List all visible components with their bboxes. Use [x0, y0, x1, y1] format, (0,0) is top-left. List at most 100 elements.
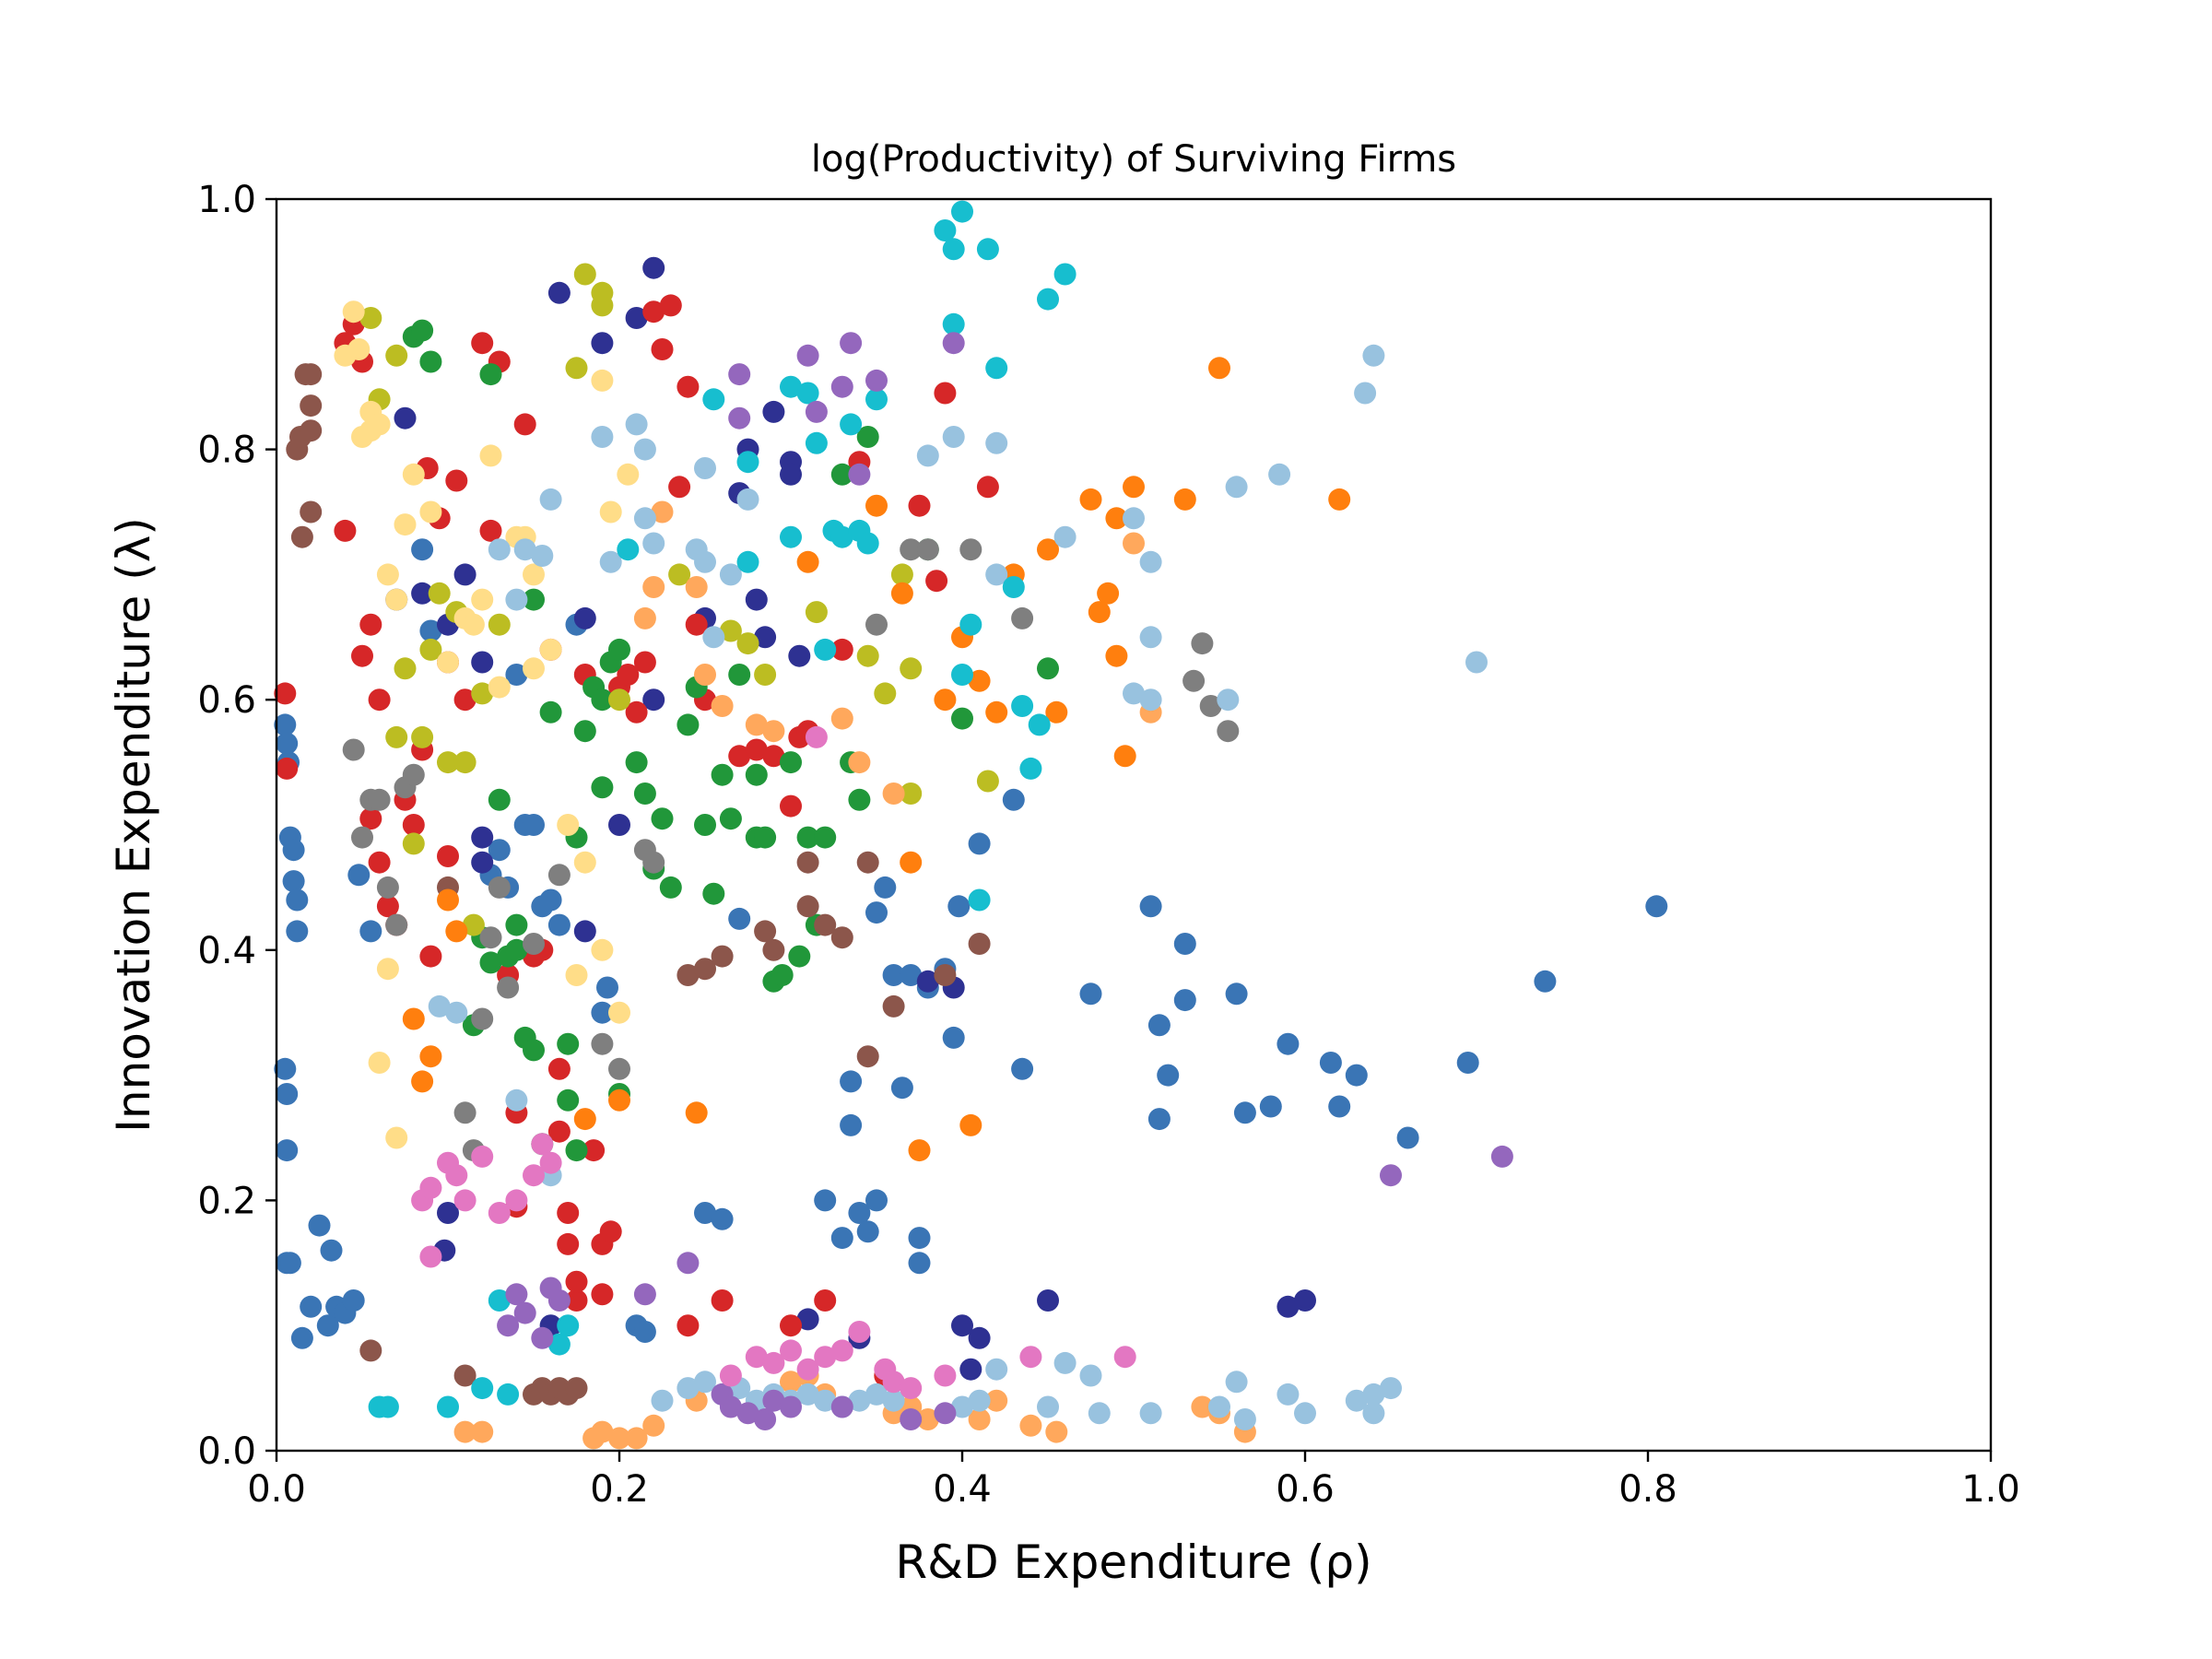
data-point-green-30	[651, 807, 674, 830]
data-point-orange-0	[402, 1007, 425, 1030]
data-point-gray-14	[523, 933, 545, 955]
data-point-wheat-20	[523, 657, 545, 680]
data-point-lightblue-20	[942, 426, 965, 448]
data-point-purple-13	[754, 1408, 777, 1430]
data-point-steelblue-13	[290, 1326, 313, 1349]
data-point-cyan-3	[471, 1377, 494, 1400]
data-point-steelblue-76	[1345, 1064, 1368, 1087]
data-point-gray-24	[1011, 606, 1034, 629]
data-point-navy-4	[453, 563, 477, 586]
data-point-steelblue-6	[286, 888, 309, 912]
data-point-red-50	[659, 294, 682, 317]
data-point-wheat-8	[385, 588, 408, 611]
data-point-gray-23	[959, 538, 982, 561]
data-point-peach-14	[762, 720, 785, 743]
data-point-lightblue-35	[505, 1088, 528, 1112]
data-point-green-50	[848, 788, 871, 811]
data-point-orange-21	[1079, 488, 1102, 511]
data-point-lightblue-9	[625, 413, 648, 436]
data-point-purple-0	[497, 1314, 520, 1337]
data-point-wheat-11	[419, 500, 442, 524]
data-point-lightblue-12	[642, 532, 665, 555]
data-point-cyan-24	[942, 238, 965, 261]
data-point-green-27	[625, 751, 648, 774]
data-point-red-45	[617, 664, 640, 686]
data-point-steelblue-49	[865, 901, 888, 924]
data-point-green-36	[711, 763, 734, 786]
data-point-pink-26	[805, 725, 828, 748]
data-point-pink-10	[531, 1133, 554, 1156]
data-point-red-14	[402, 814, 425, 836]
data-point-steelblue-52	[890, 1077, 913, 1100]
data-point-olive-25	[856, 644, 879, 667]
data-point-lightblue-66	[1380, 1377, 1402, 1400]
data-point-steelblue-35	[591, 1001, 614, 1024]
data-point-olive-9	[437, 751, 459, 774]
data-point-orange-7	[685, 1101, 708, 1124]
data-point-lightblue-26	[1139, 626, 1162, 649]
data-point-purple-5	[547, 1289, 571, 1312]
data-point-lightblue-14	[694, 457, 716, 479]
data-point-wheat-31	[385, 1126, 408, 1149]
data-point-green-45	[796, 826, 819, 849]
data-point-red-62	[814, 1289, 837, 1312]
data-point-lightblue-51	[951, 1395, 973, 1418]
data-point-gray-20	[865, 613, 888, 636]
data-point-green-3	[479, 363, 502, 386]
data-point-steelblue-74	[1319, 1052, 1342, 1074]
data-point-purple-9	[719, 1395, 742, 1418]
data-point-navy-33	[1037, 1289, 1059, 1312]
data-point-red-40	[582, 1139, 606, 1162]
data-point-red-63	[830, 638, 853, 661]
data-point-steelblue-70	[1225, 982, 1248, 1006]
data-point-steelblue-16	[316, 1314, 339, 1337]
y-tick-label-3: 0.6	[197, 679, 256, 722]
data-point-navy-24	[780, 463, 802, 486]
data-point-gray-22	[916, 538, 939, 561]
data-point-olive-21	[719, 619, 742, 642]
y-tick-label-2: 0.4	[197, 930, 256, 972]
data-point-steelblue-43	[830, 1227, 853, 1250]
y-tick-label-4: 0.8	[197, 429, 256, 472]
data-point-navy-10	[573, 920, 596, 943]
data-point-green-48	[830, 463, 853, 486]
data-point-brown-25	[856, 851, 879, 874]
data-point-orange-28	[1173, 488, 1196, 511]
data-point-navy-12	[591, 332, 614, 355]
data-point-lightblue-24	[1123, 507, 1145, 530]
data-point-purple-20	[840, 332, 863, 355]
data-point-steelblue-8	[274, 1057, 297, 1080]
data-point-gray-28	[1217, 720, 1240, 743]
data-point-lightblue-67	[1362, 1402, 1385, 1425]
data-point-purple-10	[728, 363, 751, 386]
data-point-lightblue-57	[1088, 1402, 1111, 1425]
data-point-green-31	[659, 876, 682, 899]
data-point-gray-10	[471, 1007, 494, 1030]
data-point-cyan-36	[1037, 288, 1059, 311]
data-point-lightblue-48	[848, 1389, 871, 1412]
data-point-peach-13	[745, 713, 768, 736]
data-point-steelblue-47	[856, 1220, 879, 1243]
data-point-red-17	[419, 945, 442, 968]
data-point-red-6	[351, 644, 373, 667]
data-point-red-9	[368, 688, 391, 712]
data-point-purple-27	[900, 1408, 923, 1430]
data-point-purple-3	[531, 1326, 554, 1349]
points-layer	[274, 200, 1668, 1450]
data-point-peach-10	[685, 576, 708, 598]
y-axis: 0.0 0.2 0.4 0.6 0.8 1.0	[197, 179, 276, 1473]
data-point-cyan-18	[830, 525, 853, 548]
data-point-cyan-35	[1028, 713, 1051, 736]
data-point-orange-2	[419, 1045, 442, 1068]
data-point-green-43	[780, 751, 802, 774]
data-point-cyan-25	[942, 312, 965, 335]
data-point-purple-1	[505, 1283, 528, 1306]
data-point-red-67	[925, 570, 948, 593]
data-point-lightblue-10	[633, 438, 656, 461]
data-point-red-71	[677, 1314, 700, 1337]
data-point-steelblue-1	[276, 732, 299, 755]
data-point-purple-16	[796, 344, 819, 367]
data-point-purple-11	[728, 406, 751, 429]
data-point-brown-26	[882, 994, 905, 1018]
